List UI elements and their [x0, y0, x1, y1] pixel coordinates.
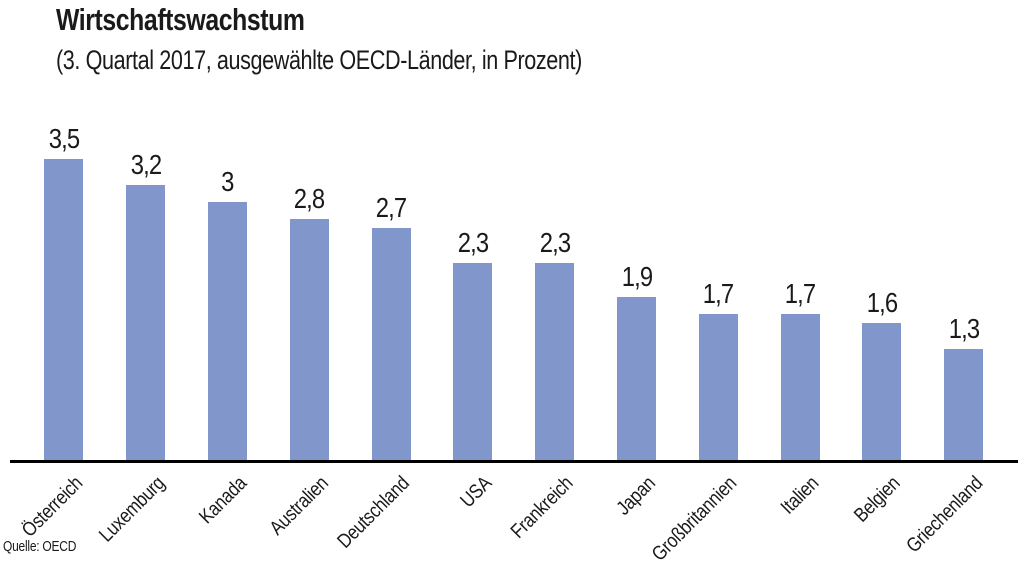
x-axis-line — [10, 460, 1018, 463]
bar-column: 1,6 — [841, 120, 923, 461]
bar-column: 3,2 — [105, 120, 187, 461]
bar — [207, 202, 247, 461]
bar-column: 3,5 — [23, 120, 105, 461]
bars-layer: 3,5 3,2 3 2,8 2,7 2,3 2,3 1,9 1,7 1,7 1,6 1,3 — [23, 120, 1005, 461]
category-label: Großbritannien — [648, 472, 742, 562]
chart-subtitle: (3. Quartal 2017, ausgewählte OECD-Lände… — [56, 45, 713, 76]
bar-column: 2,3 — [514, 120, 596, 461]
bar-column: 2,3 — [432, 120, 514, 461]
bar — [780, 314, 820, 461]
bar — [535, 262, 575, 461]
category-label: Australien — [265, 472, 333, 540]
bar — [289, 219, 329, 461]
bar-value-label: 3,5 — [48, 122, 80, 154]
bar-column: 3 — [187, 120, 269, 461]
bar-value-label: 3 — [221, 166, 234, 198]
bar-column: 1,3 — [923, 120, 1005, 461]
bar-column: 1,9 — [596, 120, 678, 461]
bar-value-label: 1,7 — [784, 278, 816, 310]
bar-value-label: 2,8 — [294, 183, 325, 215]
category-label: Kanada — [194, 472, 251, 529]
bar — [616, 297, 656, 461]
category-label: Griechenland — [901, 472, 987, 558]
source-note: Quelle: OECD — [3, 538, 94, 555]
chart-title-text: Wirtschaftswachstum — [56, 2, 305, 37]
category-label: Deutschland — [333, 472, 415, 553]
bar — [44, 158, 84, 461]
bar-column: 2,8 — [268, 120, 350, 461]
bar — [371, 228, 411, 461]
category-label: USA — [456, 472, 496, 513]
bar — [126, 184, 166, 461]
category-label: Österreich — [17, 472, 87, 542]
category-label: Frankreich — [507, 472, 578, 543]
bar — [453, 262, 493, 461]
category-label: Italien — [776, 472, 824, 519]
bar-column: 1,7 — [759, 120, 841, 461]
chart-subtitle-text: (3. Quartal 2017, ausgewählte OECD-Lände… — [56, 45, 582, 75]
bar — [698, 314, 738, 461]
category-label: Japan — [612, 472, 660, 520]
bar — [862, 322, 902, 461]
bar-value-label: 1,6 — [866, 286, 898, 318]
bar-value-label: 3,2 — [130, 148, 161, 180]
bar-value-label: 2,3 — [457, 226, 489, 258]
source-note-text: Quelle: OECD — [3, 538, 77, 555]
bar-column: 2,7 — [350, 120, 432, 461]
chart-title: Wirtschaftswachstum — [56, 2, 367, 38]
bar-value-label: 2,3 — [539, 226, 570, 258]
bar-value-label: 2,7 — [375, 192, 407, 223]
bar-value-label: 1,7 — [702, 278, 734, 310]
category-label: Belgien — [850, 472, 905, 527]
bar-value-label: 1,3 — [948, 312, 979, 344]
category-label: Luxemburg — [94, 472, 169, 547]
bar — [944, 348, 984, 461]
bar-value-label: 1,9 — [621, 261, 652, 293]
bar-column: 1,7 — [677, 120, 759, 461]
